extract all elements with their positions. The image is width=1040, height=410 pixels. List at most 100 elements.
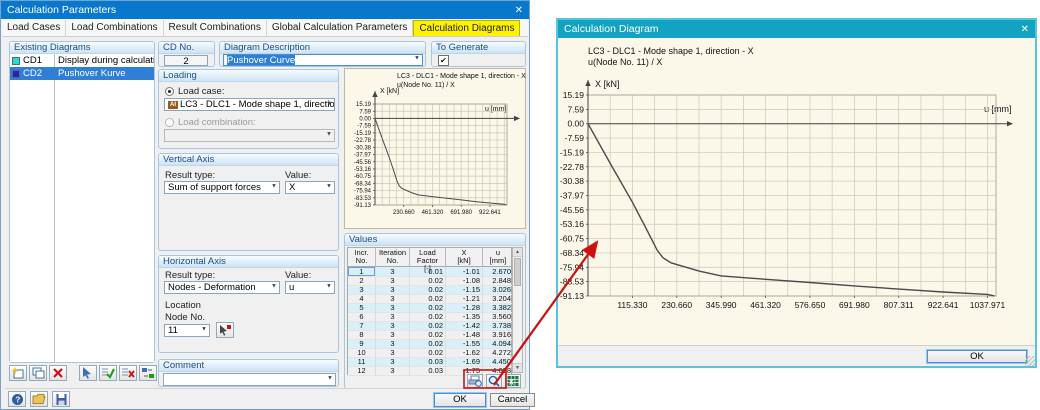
cell[interactable]: 3 <box>376 348 410 358</box>
cell[interactable]: 11 <box>348 357 376 367</box>
scroll-down-icon[interactable]: ▼ <box>513 363 522 372</box>
excel-export-button[interactable]: X <box>505 374 521 388</box>
cell[interactable]: 10 <box>348 348 376 358</box>
cell[interactable]: -1.35 <box>446 312 483 322</box>
open-button[interactable] <box>30 391 48 407</box>
chevron-down-icon[interactable]: ▼ <box>327 375 333 382</box>
tab-calculation-diagrams[interactable]: Calculation Diagrams <box>413 20 521 36</box>
tab-load-combinations[interactable]: Load Combinations <box>66 20 164 36</box>
check-all-button[interactable] <box>99 365 117 381</box>
help-button[interactable]: ? <box>8 391 26 407</box>
cell[interactable]: 7 <box>348 321 376 331</box>
load-case-radio[interactable] <box>165 87 174 96</box>
cell[interactable]: 9 <box>348 339 376 349</box>
node-no-combobox[interactable]: 11 ▼ <box>164 324 210 337</box>
new-diagram-button[interactable] <box>9 365 27 381</box>
cell[interactable]: 0.02 <box>410 321 446 331</box>
cell[interactable]: 1 <box>348 267 376 277</box>
cell[interactable]: 5 <box>348 303 376 313</box>
table-row[interactable]: 4 3 0.02 -1.21 3.204 <box>347 294 513 304</box>
cell[interactable]: 3 <box>376 339 410 349</box>
table-row[interactable]: 9 3 0.02 -1.55 4.094 <box>347 339 513 349</box>
scroll-up-icon[interactable]: ▲ <box>513 248 522 257</box>
table-row[interactable]: 1 3 0.01 -1.01 2.670 <box>347 267 513 277</box>
cell[interactable]: 0.02 <box>410 303 446 313</box>
cell[interactable]: 12 <box>348 366 376 376</box>
cell[interactable]: 3 <box>376 285 410 295</box>
dialog-titlebar[interactable]: Calculation Parameters ✕ <box>1 1 529 19</box>
cell[interactable]: 3 <box>376 357 410 367</box>
cell[interactable]: 0.02 <box>410 312 446 322</box>
list-item-cd1[interactable]: CD1 Display during calculation <box>10 54 154 67</box>
ok-button[interactable]: OK <box>434 393 486 407</box>
chevron-down-icon[interactable]: ▼ <box>326 283 332 290</box>
horizontal-value-combobox[interactable]: u ▼ <box>285 281 335 294</box>
existing-diagrams-list[interactable]: CD1 Display during calculation CD2 Pushover… <box>10 54 154 362</box>
node-pick-button[interactable] <box>216 322 234 338</box>
horizontal-result-type-combobox[interactable]: Nodes - Deformation ▼ <box>164 281 280 294</box>
values-table-scrollbar[interactable]: ▲ ▼ <box>512 247 523 373</box>
cell[interactable]: -1.48 <box>446 330 483 340</box>
resize-grip[interactable] <box>1025 356 1035 366</box>
diagram-description-combobox[interactable]: Pushover Curve ▼ <box>223 54 423 66</box>
cell[interactable]: -1.55 <box>446 339 483 349</box>
cell[interactable]: 3 <box>376 294 410 304</box>
save-button[interactable] <box>52 391 70 407</box>
cell[interactable]: 0.02 <box>410 330 446 340</box>
table-row[interactable]: 7 3 0.02 -1.42 3.738 <box>347 321 513 331</box>
cell[interactable]: 2 <box>348 276 376 286</box>
cell[interactable]: 3 <box>376 276 410 286</box>
cell[interactable]: 3 <box>376 321 410 331</box>
close-icon[interactable]: ✕ <box>514 4 523 16</box>
chevron-down-icon[interactable]: ▼ <box>271 183 277 190</box>
values-table[interactable]: Incr. No. Iteration No. Load Factor [-] X [kN] u… <box>347 247 513 376</box>
chevron-down-icon[interactable]: ▼ <box>414 55 420 62</box>
diagram-window-titlebar[interactable]: Calculation Diagram ✕ <box>558 20 1035 38</box>
tab-result-combinations[interactable]: Result Combinations <box>164 20 267 36</box>
cell[interactable]: 8 <box>348 330 376 340</box>
cd-no-field[interactable]: 2 <box>164 55 208 67</box>
list-item-cd2[interactable]: CD2 Pushover Kurve <box>10 67 154 80</box>
cell[interactable]: 6 <box>348 312 376 322</box>
cell[interactable]: -1.69 <box>446 357 483 367</box>
cell[interactable]: 3 <box>376 312 410 322</box>
cell[interactable]: 3 <box>376 267 410 277</box>
cell[interactable]: 0.02 <box>410 348 446 358</box>
cell[interactable]: -1.42 <box>446 321 483 331</box>
cell[interactable]: 0.02 <box>410 285 446 295</box>
cell[interactable]: 3 <box>376 330 410 340</box>
close-icon[interactable]: ✕ <box>1020 23 1029 35</box>
comment-combobox[interactable]: ▼ <box>163 373 336 386</box>
pick-objects-button[interactable] <box>79 365 97 381</box>
vertical-value-combobox[interactable]: X ▼ <box>285 181 335 194</box>
cell[interactable]: -1.21 <box>446 294 483 304</box>
cell[interactable]: -1.01 <box>446 267 483 277</box>
load-combination-radio[interactable] <box>165 118 174 127</box>
table-row[interactable]: 11 3 0.03 -1.69 4.450 <box>347 357 513 367</box>
diagram-ok-button[interactable]: OK <box>927 350 1027 363</box>
table-row[interactable]: 5 3 0.02 -1.28 3.382 <box>347 303 513 313</box>
cell[interactable]: 0.01 <box>410 267 446 277</box>
cell[interactable]: -1.28 <box>446 303 483 313</box>
cell[interactable]: 0.03 <box>410 357 446 367</box>
chevron-down-icon[interactable]: ▼ <box>201 326 207 333</box>
table-row[interactable]: 6 3 0.02 -1.35 3.560 <box>347 312 513 322</box>
cell[interactable]: -1.15 <box>446 285 483 295</box>
print-preview-button[interactable] <box>467 374 483 388</box>
delete-diagram-button[interactable] <box>49 365 67 381</box>
chevron-down-icon[interactable]: ▼ <box>271 283 277 290</box>
table-row[interactable]: 3 3 0.02 -1.15 3.026 <box>347 285 513 295</box>
cell[interactable]: 3 <box>348 285 376 295</box>
cell[interactable]: 0.02 <box>410 339 446 349</box>
scrollbar-thumb[interactable] <box>514 258 521 286</box>
vertical-result-type-combobox[interactable]: Sum of support forces ▼ <box>164 181 280 194</box>
cancel-button[interactable]: Cancel <box>490 393 535 407</box>
uncheck-all-button[interactable] <box>119 365 137 381</box>
cell[interactable]: 0.02 <box>410 294 446 304</box>
cell[interactable]: -1.62 <box>446 348 483 358</box>
cell[interactable]: 0.03 <box>410 366 446 376</box>
tab-load-cases[interactable]: Load Cases <box>2 20 67 36</box>
chevron-down-icon[interactable]: ▼ <box>326 100 332 107</box>
cell[interactable]: 4 <box>348 294 376 304</box>
magnifier-button[interactable] <box>486 374 502 388</box>
